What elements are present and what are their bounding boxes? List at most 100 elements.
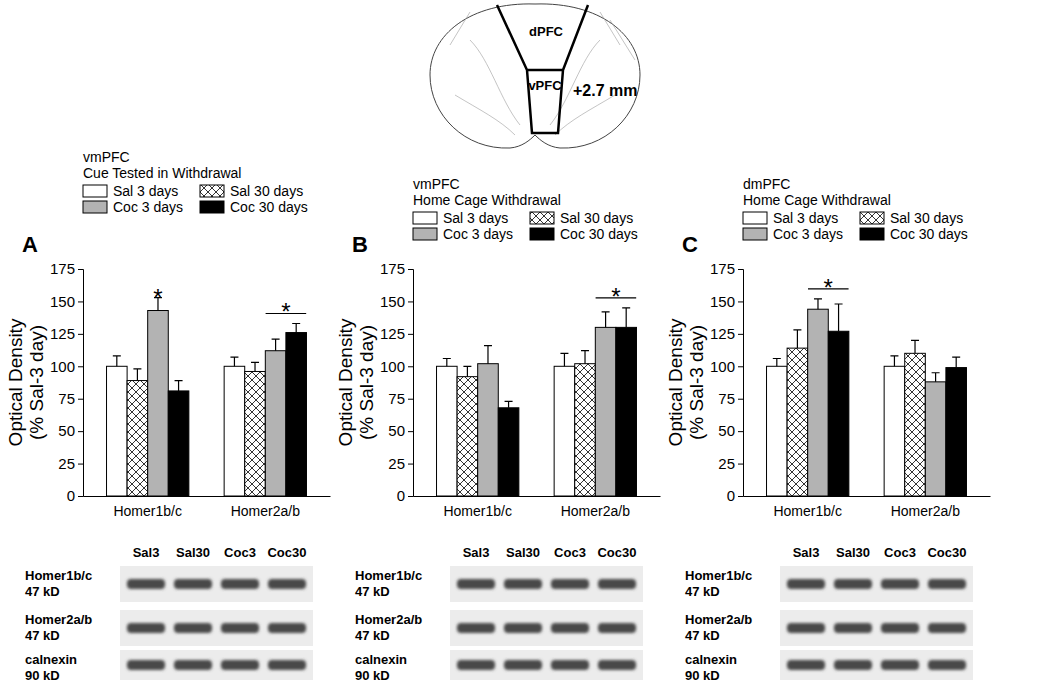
tick-label: 25 — [718, 455, 735, 472]
tick-label: 125 — [380, 325, 405, 342]
legend-swatch — [200, 201, 224, 213]
tick-label: 150 — [380, 293, 405, 310]
blot-row-size: 47 kD — [25, 628, 60, 643]
blot-band — [834, 579, 872, 589]
blot-row-size: 90 kD — [685, 668, 720, 683]
blot-band — [551, 579, 589, 589]
legend: Sal 3 daysSal 30 daysCoc 3 daysCoc 30 da… — [83, 183, 308, 215]
legend: Sal 3 daysSal 30 daysCoc 3 daysCoc 30 da… — [413, 210, 638, 242]
chart-subtitle: Cue Tested in Withdrawal — [83, 165, 241, 181]
tick-label: 75 — [388, 390, 405, 407]
bar — [616, 327, 637, 496]
significance-marker: * — [611, 283, 620, 310]
error-bar — [230, 357, 238, 366]
tick-label: 125 — [50, 325, 75, 342]
tick-mark — [738, 366, 743, 367]
bar — [884, 366, 905, 496]
blot-band — [551, 623, 589, 633]
brain-diagram: dPFCvPFC+2.7 mm — [430, 4, 640, 148]
tick-label: Homer2a/b — [561, 503, 630, 519]
tick-mark — [78, 301, 83, 302]
tick-mark — [408, 301, 413, 302]
blot-row-size: 47 kD — [685, 628, 720, 643]
y-axis: 0255075100125150175 — [380, 260, 414, 504]
western-blot: Sal3Sal30Coc3Coc30Homer1b/c47 kDHomer2a/… — [685, 545, 973, 683]
y-axis: 0255075100125150175 — [50, 260, 84, 504]
tick: 25 — [388, 455, 413, 472]
error-bar — [484, 346, 492, 364]
chart-panel: BvmPFCHome Cage WithdrawalSal 3 daysSal … — [335, 176, 661, 519]
x-axis: Homer1b/cHomer2a/b — [414, 497, 661, 519]
blot-band — [504, 579, 542, 589]
blot-band — [127, 660, 165, 670]
legend-swatch — [413, 212, 437, 224]
bar — [828, 331, 849, 496]
tick: Homer2a/b — [891, 503, 960, 519]
tick-mark — [738, 269, 743, 270]
blot-band — [834, 623, 872, 633]
blot-band — [881, 579, 919, 589]
lane-label: Sal3 — [133, 545, 160, 560]
brain-outline — [430, 4, 640, 148]
blot-band — [504, 623, 542, 633]
tick: 175 — [710, 260, 743, 277]
region-outline — [497, 5, 588, 133]
error-bar — [272, 339, 280, 351]
tick-mark — [408, 366, 413, 367]
tick-label: 0 — [67, 487, 75, 504]
error-bar — [463, 366, 471, 376]
blot-band — [928, 660, 966, 670]
axis-line — [84, 496, 331, 497]
lane-label: Sal30 — [506, 545, 540, 560]
legend-swatch — [83, 185, 107, 197]
tick-mark — [78, 464, 83, 465]
legend-swatch — [530, 212, 554, 224]
legend-label: Sal 3 days — [773, 210, 838, 226]
bar — [478, 364, 499, 496]
tick: 25 — [58, 455, 83, 472]
tick: Homer2a/b — [561, 503, 630, 519]
tick: 75 — [388, 390, 413, 407]
blot-band — [268, 660, 306, 670]
axis-title: Optical Density(% Sal-3 day) — [665, 318, 707, 446]
tick-label: 75 — [58, 390, 75, 407]
blot-band — [457, 579, 495, 589]
legend-label: Coc 3 days — [113, 199, 183, 215]
tick-label: 175 — [380, 260, 405, 277]
axis-line — [744, 496, 991, 497]
tick-mark — [738, 496, 743, 497]
blot-band — [457, 660, 495, 670]
tick: 0 — [397, 487, 413, 504]
tick-label: 50 — [718, 422, 735, 439]
tick: 150 — [380, 293, 413, 310]
lane-label: Sal3 — [793, 545, 820, 560]
lane-label: Coc3 — [224, 545, 256, 560]
blot-row-size: 47 kD — [355, 628, 390, 643]
coordinate-label: +2.7 mm — [573, 82, 637, 99]
bar — [905, 353, 926, 496]
bar — [498, 408, 519, 496]
blot-band — [268, 623, 306, 633]
blot-band — [551, 660, 589, 670]
tick-label: 50 — [388, 422, 405, 439]
chart-subtitle: Home Cage Withdrawal — [413, 192, 561, 208]
blot-row-label: calnexin — [25, 652, 77, 667]
tick: 125 — [50, 325, 83, 342]
axis-title-line: (% Sal-3 day) — [26, 325, 47, 440]
blot-strip — [120, 650, 313, 680]
axis-line — [414, 496, 661, 497]
tick: Homer1b/c — [773, 503, 841, 519]
tick-mark — [738, 464, 743, 465]
blot-band — [598, 623, 636, 633]
tick-mark — [738, 431, 743, 432]
tick: 100 — [50, 358, 83, 375]
tick: 150 — [50, 293, 83, 310]
significance-marker: * — [281, 298, 290, 325]
tick: 125 — [380, 325, 413, 342]
blot-strip — [120, 610, 313, 646]
blot-band — [221, 623, 259, 633]
brain-detail — [470, 40, 520, 125]
blot-band — [221, 579, 259, 589]
blot-band — [268, 579, 306, 589]
tick-label: 0 — [397, 487, 405, 504]
